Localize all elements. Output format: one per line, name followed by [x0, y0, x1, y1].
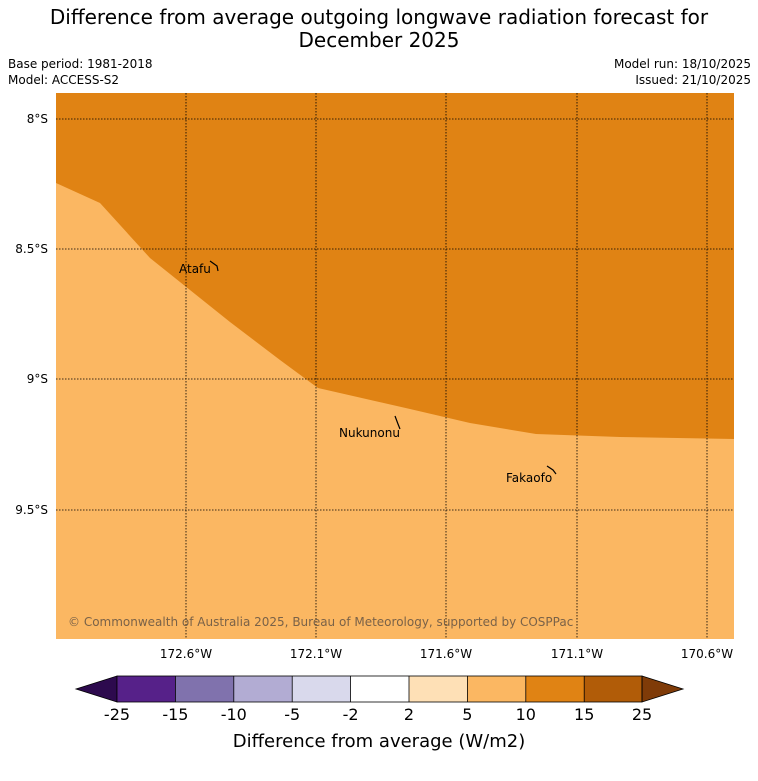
islands	[209, 260, 557, 475]
meta-left: Base period: 1981-2018 Model: ACCESS-S2	[8, 56, 153, 88]
model-run: Model run: 18/10/2025	[613, 57, 751, 71]
lat-label-9-5s: 9.5°S	[15, 503, 48, 517]
colorbar-outline	[116, 675, 643, 703]
colorbar-segment-1	[117, 676, 176, 702]
nukunonu-island-shape	[394, 415, 401, 430]
meta-right: Model run: 18/10/2025 Issued: 21/10/2025	[614, 56, 751, 88]
lon-label-172-6w: 172.6°W	[160, 647, 212, 661]
colorbar-segment-8	[525, 676, 585, 702]
colorbar-tick-0: -25	[104, 705, 130, 724]
colorbar-segment-9	[584, 676, 642, 702]
colorbar-tick-8: 15	[574, 705, 594, 724]
colorbar-extend-high	[641, 675, 685, 703]
copyright-notice: © Commonwealth of Australia 2025, Bureau…	[68, 615, 573, 629]
colorbar-tick-1: -15	[162, 705, 188, 724]
colorbar-segment-5	[350, 676, 409, 702]
graticule	[56, 93, 734, 639]
colorbar-tick-5: 2	[404, 705, 414, 724]
lat-label-9s: 9°S	[27, 372, 48, 386]
colorbar-segment-7	[467, 676, 526, 702]
lon-label-171-1w: 171.1°W	[551, 647, 603, 661]
colorbar-tick-6: 5	[462, 705, 472, 724]
base-period: Base period: 1981-2018	[8, 57, 153, 71]
lon-label-170-6w: 170.6°W	[681, 647, 733, 661]
colorbar-segment-6	[409, 676, 468, 702]
colorbar-tick-7: 10	[516, 705, 536, 724]
band-10-15-area	[56, 93, 734, 439]
title-line-1: Difference from average outgoing longwav…	[49, 5, 709, 29]
atafu-island-shape	[209, 260, 219, 272]
longitude-labels: 172.6°W 172.1°W 171.6°W 171.1°W 170.6°W	[160, 647, 733, 661]
place-label-nukunonu: Nukunonu	[339, 426, 400, 440]
place-label-fakaofo: Fakaofo	[506, 471, 552, 485]
lat-label-8-5s: 8.5°S	[15, 242, 48, 256]
lon-label-171-6w: 171.6°W	[420, 647, 472, 661]
colorbar-tick-4: -2	[343, 705, 359, 724]
colorbar-tick-3: -5	[284, 705, 300, 724]
colorbar-tick-9: 25	[632, 705, 652, 724]
colorbar-segment-2	[175, 676, 234, 702]
colorbar-tick-2: -10	[221, 705, 247, 724]
issued-date: Issued: 21/10/2025	[635, 73, 751, 87]
colorbar: -25 -15 -10 -5 -2 2 5 10 15 25 Differenc…	[74, 675, 685, 752]
place-label-atafu: Atafu	[179, 262, 211, 276]
model-name: Model: ACCESS-S2	[8, 73, 120, 87]
title-line-2: December 2025	[298, 28, 460, 52]
lat-label-8s: 8°S	[27, 112, 48, 126]
fakaofo-island-shape	[546, 465, 557, 475]
map-panel: Atafu Nukunonu Fakaofo © Commonwealth of…	[56, 93, 734, 639]
colorbar-segment-3	[233, 676, 293, 702]
colorbar-label: Difference from average (W/m2)	[233, 731, 525, 752]
latitude-labels: 8°S 8.5°S 9°S 9.5°S	[15, 112, 48, 517]
colorbar-extend-low	[74, 675, 118, 703]
map-title: Difference from average outgoing longwav…	[0, 6, 758, 52]
colorbar-segment-4	[292, 676, 351, 702]
lon-label-172-1w: 172.1°W	[290, 647, 342, 661]
